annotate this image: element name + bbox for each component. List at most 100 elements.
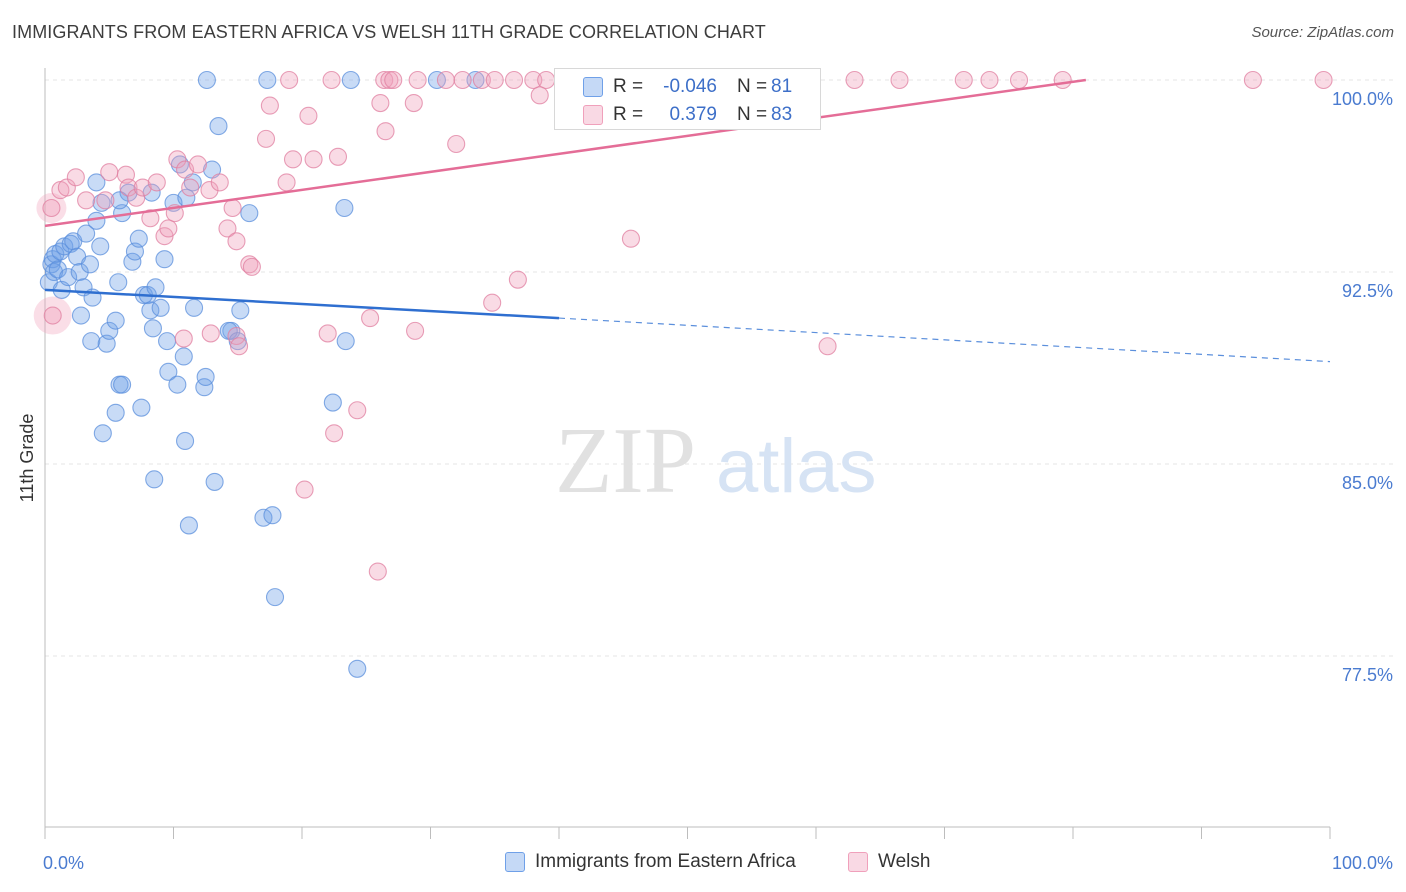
data-point-eastern-africa	[168, 375, 187, 394]
stats-n-label: N =	[737, 104, 768, 125]
stats-n-label: N =	[737, 76, 768, 97]
chart-title: IMMIGRANTS FROM EASTERN AFRICA VS WELSH …	[12, 22, 766, 42]
data-point-eastern-africa	[87, 173, 106, 192]
data-point-welsh	[77, 191, 96, 210]
data-point-welsh	[404, 93, 423, 113]
data-point-welsh	[127, 188, 146, 207]
data-point-welsh	[210, 173, 229, 192]
data-point-eastern-africa	[205, 472, 224, 491]
data-point-eastern-africa	[109, 273, 128, 292]
data-point-eastern-africa	[132, 398, 151, 417]
stats-row-welsh: R = 0.379 N = 83	[555, 101, 820, 129]
data-point-eastern-africa	[146, 278, 165, 297]
data-point-eastern-africa	[323, 393, 342, 412]
watermark-atlas: atlas	[716, 424, 877, 509]
data-point-welsh	[119, 178, 138, 197]
data-point-welsh	[483, 293, 502, 312]
data-point-welsh	[242, 257, 261, 276]
data-point-eastern-africa	[59, 268, 78, 287]
data-point-welsh	[621, 229, 641, 248]
data-point-eastern-africa	[197, 70, 216, 90]
watermark-zip: ZIP	[555, 409, 696, 513]
data-point-welsh	[322, 70, 341, 90]
legend-swatch-welsh	[848, 852, 868, 872]
watermark: ZIP atlas	[555, 409, 877, 513]
trend-line-eastern-africa	[44, 288, 560, 320]
data-point-welsh	[504, 70, 524, 90]
stats-swatch-eastern-africa	[583, 77, 603, 97]
data-point-welsh	[280, 70, 299, 90]
data-point-eastern-africa	[129, 229, 148, 248]
data-point-eastern-africa	[170, 155, 189, 174]
data-point-welsh	[453, 70, 472, 90]
data-point-eastern-africa	[100, 321, 119, 340]
data-point-welsh	[100, 163, 119, 182]
data-point-welsh	[181, 178, 200, 197]
data-point-eastern-africa	[143, 319, 162, 338]
data-point-welsh	[537, 70, 556, 90]
data-point-eastern-africa	[159, 362, 178, 381]
data-point-welsh	[485, 70, 504, 90]
stats-n-value: 81	[771, 76, 793, 97]
data-point-eastern-africa	[265, 588, 285, 607]
data-point-welsh	[530, 86, 549, 105]
data-point-welsh	[240, 255, 259, 274]
data-point-eastern-africa	[185, 298, 204, 317]
data-point-welsh	[42, 198, 61, 218]
data-point-eastern-africa	[113, 375, 132, 394]
data-point-welsh	[436, 70, 455, 90]
y-tick-label: 85.0%	[1342, 473, 1393, 493]
data-point-welsh	[371, 93, 390, 113]
series-eastern-africa	[39, 70, 485, 678]
y-axis-label: 11th Grade	[17, 414, 37, 503]
data-point-welsh	[201, 324, 220, 343]
data-point-welsh	[890, 70, 909, 90]
data-point-welsh	[1009, 70, 1029, 90]
data-point-eastern-africa	[341, 70, 360, 90]
data-point-welsh	[159, 219, 178, 238]
trend-line-eastern-africa-extension	[558, 317, 1331, 363]
data-point-eastern-africa	[263, 506, 282, 525]
series-welsh	[33, 70, 1333, 581]
trend-lines	[44, 78, 1331, 363]
stats-legend: R = -0.046 N = 81 R = 0.379 N = 83	[554, 68, 821, 130]
data-point-eastern-africa	[335, 198, 354, 218]
legend-item-welsh[interactable]: Welsh	[848, 851, 930, 873]
data-point-welsh	[227, 232, 246, 251]
data-point-welsh	[348, 401, 367, 420]
data-point-welsh	[43, 306, 62, 325]
data-point-welsh	[408, 70, 427, 90]
data-point-welsh	[508, 270, 527, 289]
stats-r-value: 0.379	[669, 104, 717, 125]
data-point-welsh	[384, 70, 403, 90]
legend-item-eastern-africa[interactable]: Immigrants from Eastern Africa	[505, 851, 796, 873]
stats-swatch-welsh	[583, 105, 603, 125]
y-tick-label: 77.5%	[1342, 665, 1393, 685]
data-point-eastern-africa	[336, 332, 355, 351]
legend-label-welsh: Welsh	[878, 851, 931, 872]
data-point-welsh	[818, 337, 837, 356]
data-point-welsh	[168, 150, 187, 169]
data-point-welsh	[1053, 70, 1072, 90]
data-point-welsh	[188, 155, 207, 174]
data-point-eastern-africa	[93, 424, 112, 443]
data-point-eastern-africa	[91, 237, 110, 256]
y-tick-label: 100.0%	[1332, 89, 1393, 109]
data-point-welsh	[980, 70, 999, 90]
data-point-eastern-africa	[158, 332, 177, 351]
data-point-welsh	[283, 150, 303, 169]
trend-line-welsh	[44, 78, 1087, 228]
data-point-welsh	[256, 129, 276, 148]
data-point-eastern-africa	[240, 204, 259, 223]
data-point-eastern-africa	[176, 431, 195, 451]
data-point-welsh	[325, 424, 344, 443]
data-point-eastern-africa	[179, 516, 198, 535]
legend-label-eastern-africa: Immigrants from Eastern Africa	[535, 851, 796, 872]
chart-source: Source: ZipAtlas.com	[1251, 24, 1394, 41]
data-point-welsh	[304, 150, 323, 169]
data-point-eastern-africa	[80, 255, 100, 274]
gridlines	[45, 79, 1395, 657]
data-point-eastern-africa	[106, 403, 125, 422]
data-point-welsh	[147, 173, 166, 192]
data-point-welsh	[1314, 70, 1333, 90]
